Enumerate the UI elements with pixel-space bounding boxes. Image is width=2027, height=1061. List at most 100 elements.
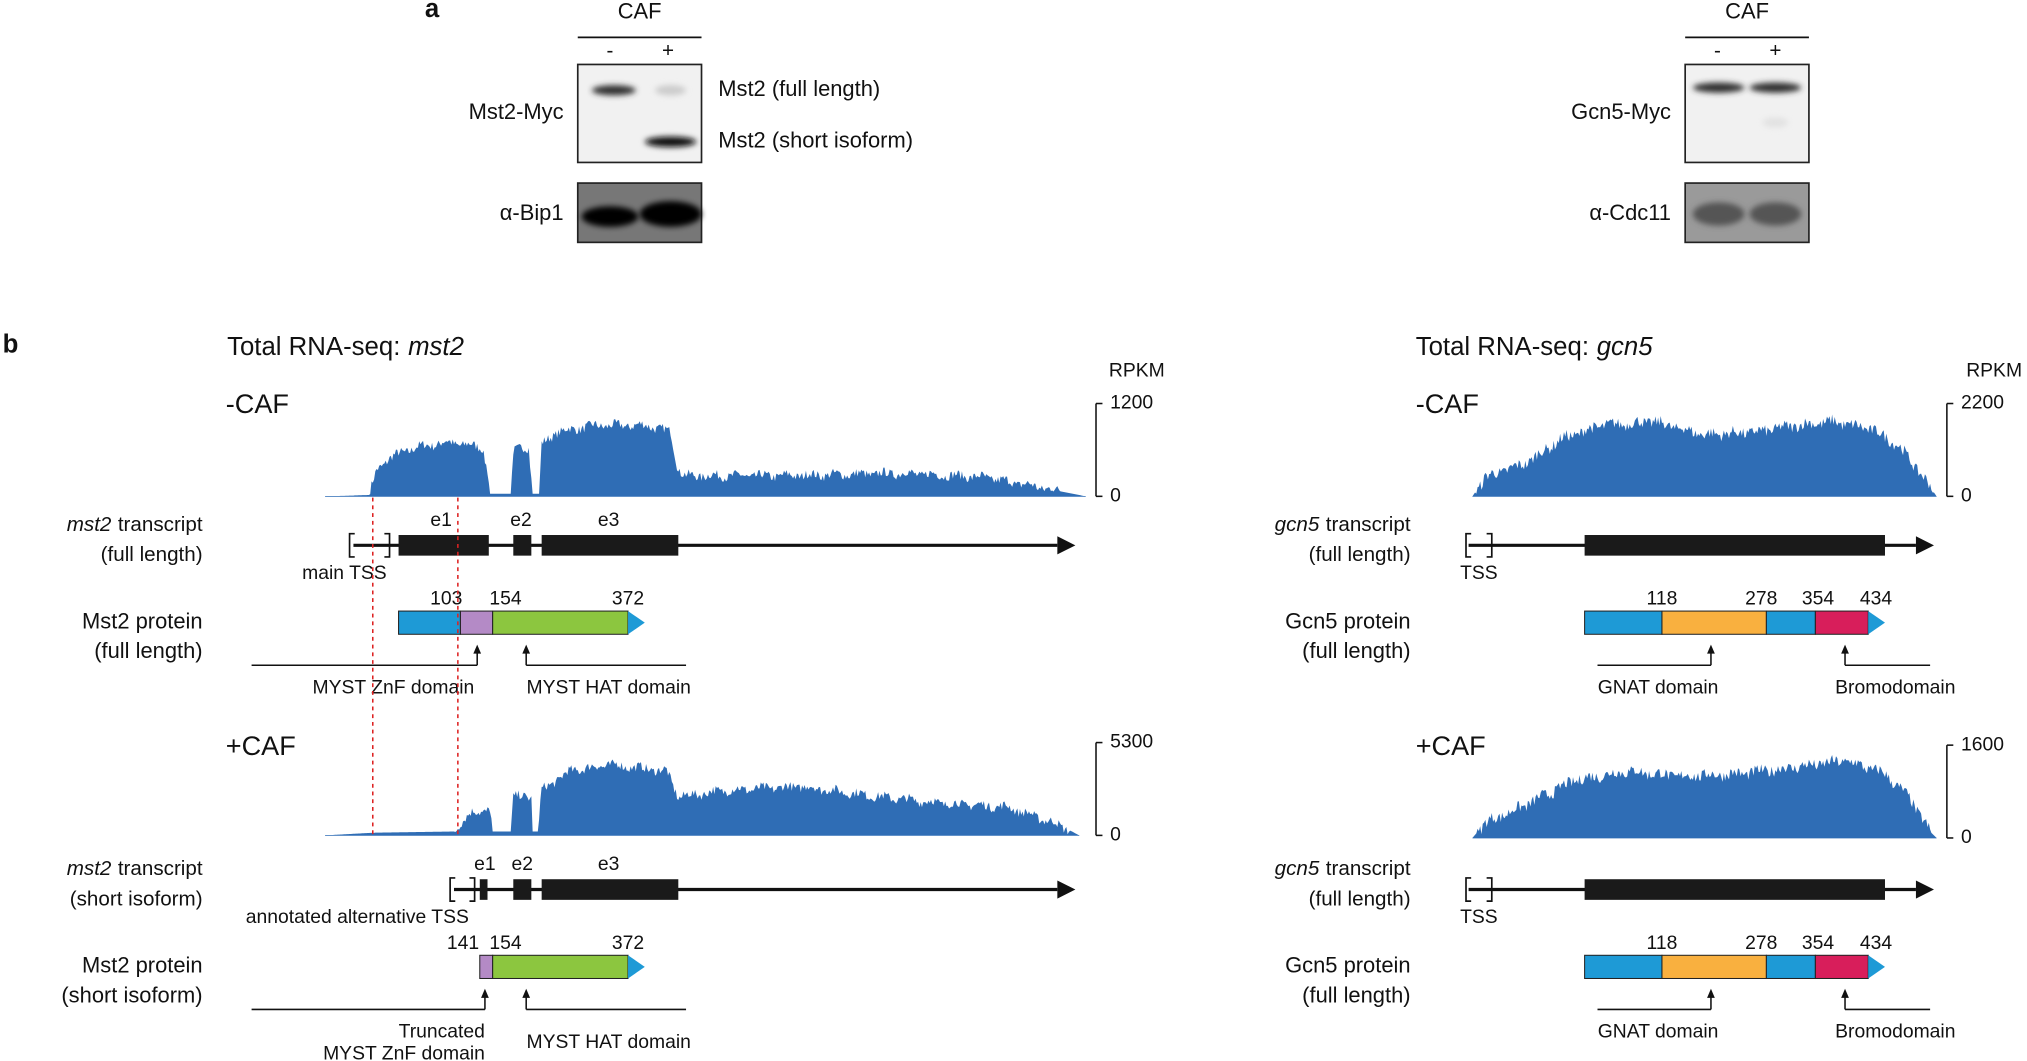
transcript-label: mst2 transcript <box>67 858 203 881</box>
exon-label: e3 <box>598 854 620 875</box>
position-label: 354 <box>1802 933 1834 954</box>
bracket <box>1486 532 1493 558</box>
domain-label: GNAT domain <box>1598 678 1719 699</box>
position-label: 434 <box>1860 589 1892 610</box>
band-label: Mst2 (full length) <box>718 76 880 101</box>
tss-label: main TSS <box>302 563 387 584</box>
exon-label: e2 <box>510 510 531 531</box>
position-label: 354 <box>1802 589 1834 610</box>
label: transcript <box>1326 513 1411 536</box>
domain-label: MYST HAT domain <box>527 1032 691 1053</box>
protein-domain <box>1584 610 1663 635</box>
domain-label: Bromodomain <box>1835 678 1955 699</box>
protein-domain <box>1814 610 1869 635</box>
arrow-head <box>473 644 482 654</box>
exon <box>541 535 679 556</box>
gene-name: mst2 <box>67 513 112 536</box>
protein-domain <box>492 954 629 980</box>
position-label: 154 <box>489 589 521 610</box>
section-title: Total RNA-seq: mst2 <box>227 333 464 361</box>
protein-variant: (short isoform) <box>61 982 202 1007</box>
bracket <box>384 532 391 558</box>
bracket <box>348 532 355 558</box>
bracket <box>469 877 476 902</box>
blot-label: Gcn5-Myc <box>1571 99 1671 124</box>
axis-label: 1600 <box>1961 734 2004 755</box>
coverage <box>325 759 1080 836</box>
blot <box>576 63 703 164</box>
lane-label: + <box>1769 39 1781 62</box>
arrow-head <box>1057 536 1076 555</box>
condition-label: -CAF <box>1416 388 1479 419</box>
exon-label: e1 <box>474 854 496 875</box>
transcript-label: mst2 transcript <box>67 513 203 536</box>
arrow-head <box>1707 988 1715 998</box>
transcript-variant: (full length) <box>101 543 203 566</box>
exon <box>513 535 532 556</box>
exon <box>1584 535 1885 556</box>
bracket <box>449 877 456 902</box>
tss-label: annotated alternative TSS <box>246 907 469 928</box>
position-label: 278 <box>1745 933 1777 954</box>
protein-domain <box>1661 610 1767 635</box>
label: transcript <box>118 513 203 536</box>
band <box>1762 117 1789 128</box>
gene-name: mst2 <box>408 333 464 361</box>
axis-label: 0 <box>1961 827 1972 848</box>
domain-label: Truncated <box>399 1022 485 1043</box>
condition-label: -CAF <box>226 388 289 419</box>
protein-domain <box>1814 954 1869 980</box>
tss-label: TSS <box>1460 907 1498 928</box>
section-title: Total RNA-seq: gcn5 <box>1416 333 1654 361</box>
tss-label: TSS <box>1460 563 1498 584</box>
band <box>655 85 687 96</box>
exon-label: e3 <box>598 510 620 531</box>
coverage <box>325 419 1086 497</box>
band-label: Mst2 (short isoform) <box>718 128 913 153</box>
exon <box>541 879 679 900</box>
arrow-head <box>1915 880 1934 899</box>
transcript-label: gcn5 transcript <box>1275 513 1411 536</box>
band <box>1749 202 1802 226</box>
blot-header: CAF <box>618 0 662 24</box>
condition-label: +CAF <box>1416 730 1486 761</box>
position-label: 118 <box>1647 933 1678 954</box>
protein-domain <box>479 954 494 980</box>
protein-tip <box>628 611 645 635</box>
unit-label: RPKM <box>1966 360 2022 381</box>
blot-label: Mst2-Myc <box>469 99 564 124</box>
axis-label: 0 <box>1110 825 1121 846</box>
label: transcript <box>1326 858 1411 881</box>
position-label: 372 <box>612 589 644 610</box>
gene-name: mst2 <box>67 858 112 881</box>
arrow-head <box>1915 536 1934 555</box>
domain-label: MYST ZnF domain <box>312 678 474 699</box>
position-label: 372 <box>612 933 644 954</box>
protein-tip <box>628 955 645 979</box>
position-label: 278 <box>1745 589 1777 610</box>
protein-variant: (full length) <box>1302 638 1410 663</box>
transcript-variant: (full length) <box>1309 887 1411 910</box>
exon <box>513 879 532 900</box>
lane-label: - <box>1714 39 1721 62</box>
position-label: 141 <box>447 933 479 954</box>
unit-label: RPKM <box>1109 360 1165 381</box>
panel-label: b <box>3 330 19 358</box>
axis-label: 2200 <box>1961 393 2004 414</box>
exon-label: e1 <box>430 510 451 531</box>
protein-domain <box>1765 954 1816 980</box>
domain-label: MYST ZnF domain <box>323 1044 485 1061</box>
gene-name: gcn5 <box>1275 858 1320 881</box>
coverage <box>1472 414 1937 497</box>
blot-header: CAF <box>1725 0 1769 24</box>
position-label: 434 <box>1860 933 1892 954</box>
band <box>1692 202 1745 226</box>
domain-label: Bromodomain <box>1835 1022 1955 1043</box>
protein-domain <box>398 610 461 635</box>
exon <box>1584 879 1885 900</box>
band <box>581 206 639 227</box>
protein-domain <box>1584 954 1663 980</box>
axis-label: 1200 <box>1110 393 1153 414</box>
